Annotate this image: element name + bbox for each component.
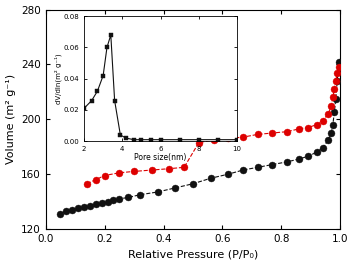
X-axis label: Relative Pressure (P/P₀): Relative Pressure (P/P₀) [128,249,258,259]
Y-axis label: Volume (m² g⁻¹): Volume (m² g⁻¹) [6,74,16,164]
